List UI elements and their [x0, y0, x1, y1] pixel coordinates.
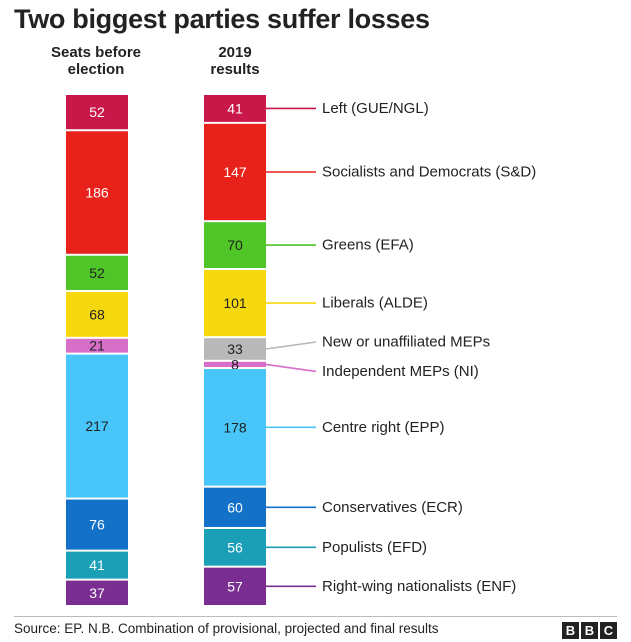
data-label: 37	[89, 585, 105, 601]
legend-connector	[265, 363, 317, 373]
bbc-logo-letter-2: B	[581, 622, 598, 639]
data-label: 21	[89, 338, 105, 354]
bar-segment	[204, 487, 266, 527]
data-label: 76	[89, 517, 105, 533]
bar-segment	[204, 369, 266, 486]
footer-divider	[14, 616, 617, 617]
legend-label: Independent MEPs (NI)	[322, 363, 479, 380]
data-label: 186	[85, 185, 109, 201]
bar-segment	[66, 338, 128, 353]
legend-label: Right-wing nationalists (ENF)	[322, 578, 516, 595]
bar-segment	[66, 354, 128, 498]
column-header-after-line-2: results	[210, 61, 260, 78]
bbc-logo-letter-3: C	[600, 622, 617, 639]
source-note: Source: EP. N.B. Combination of provisio…	[14, 621, 439, 636]
data-label: 8	[231, 356, 239, 372]
legend-label: Liberals (ALDE)	[322, 295, 428, 312]
data-label: 60	[227, 499, 243, 515]
bar-segment	[204, 528, 266, 566]
bar-segment	[204, 361, 266, 368]
bbc-logo-letter-1: B	[562, 622, 579, 639]
legend-label: Greens (EFA)	[322, 237, 414, 254]
legend-label: Populists (EFD)	[322, 539, 427, 556]
bar-segment	[66, 292, 128, 337]
bar-segment	[66, 131, 128, 254]
data-label: 147	[223, 164, 247, 180]
column-header-after-line-1: 2019	[218, 44, 252, 61]
legend-label: Centre right (EPP)	[322, 419, 445, 436]
data-label: 41	[89, 557, 105, 573]
chart-title: Two biggest parties suffer losses	[14, 4, 430, 34]
data-label: 33	[227, 341, 243, 357]
bar-segment	[204, 95, 266, 122]
bar-segment	[204, 270, 266, 337]
column-header-before-line-2: election	[67, 61, 125, 78]
bar-segment	[204, 338, 266, 360]
bar-segment	[204, 567, 266, 605]
data-label: 52	[89, 265, 105, 281]
legend-label: New or unaffiliated MEPs	[322, 334, 490, 351]
data-label: 178	[223, 419, 247, 435]
bar-segment	[204, 222, 266, 269]
legend-label: Socialists and Democrats (S&D)	[322, 164, 536, 181]
bar-segment	[66, 580, 128, 605]
bar-segment	[204, 123, 266, 221]
column-header-before: Seats before election	[36, 44, 156, 78]
data-label: 56	[227, 539, 243, 555]
legend-label: Conservatives (ECR)	[322, 499, 463, 516]
bar-segment	[66, 255, 128, 291]
bbc-logo: B B C	[562, 622, 617, 639]
column-header-after: 2019 results	[175, 44, 295, 78]
data-label: 41	[227, 100, 243, 116]
legend-label: Left (GUE/NGL)	[322, 100, 429, 117]
data-label: 52	[89, 104, 105, 120]
bar-segment	[66, 499, 128, 550]
column-header-before-line-1: Seats before	[50, 44, 142, 61]
data-label: 68	[89, 306, 105, 322]
data-label: 217	[85, 418, 109, 434]
legend-connector	[265, 341, 317, 350]
data-label: 101	[223, 295, 247, 311]
bar-segment	[66, 95, 128, 130]
data-label: 70	[227, 237, 243, 253]
data-label: 57	[227, 578, 243, 594]
bar-segment	[66, 551, 128, 579]
